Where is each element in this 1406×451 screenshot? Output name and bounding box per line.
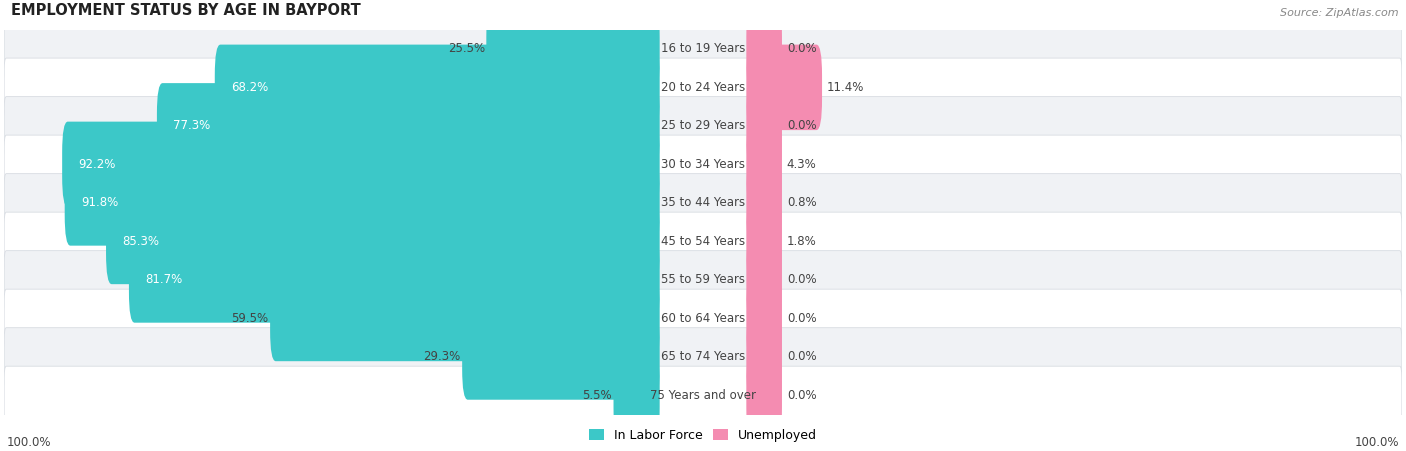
Text: 0.0%: 0.0% [787,389,817,402]
Text: 0.0%: 0.0% [787,42,817,55]
FancyBboxPatch shape [4,19,1402,78]
FancyBboxPatch shape [4,212,1402,271]
FancyBboxPatch shape [129,237,659,322]
FancyBboxPatch shape [463,314,659,400]
Text: 25 to 29 Years: 25 to 29 Years [661,120,745,133]
Text: 59.5%: 59.5% [232,312,269,325]
FancyBboxPatch shape [613,353,659,438]
Text: 92.2%: 92.2% [79,158,115,171]
FancyBboxPatch shape [4,58,1402,117]
Text: 100.0%: 100.0% [7,436,52,449]
FancyBboxPatch shape [747,45,823,130]
FancyBboxPatch shape [65,160,659,246]
FancyBboxPatch shape [4,366,1402,425]
Text: 100.0%: 100.0% [1354,436,1399,449]
FancyBboxPatch shape [4,174,1402,232]
FancyBboxPatch shape [747,237,782,322]
Text: 68.2%: 68.2% [231,81,269,94]
FancyBboxPatch shape [747,276,782,361]
FancyBboxPatch shape [270,276,659,361]
Text: 11.4%: 11.4% [827,81,865,94]
FancyBboxPatch shape [4,289,1402,348]
Text: Source: ZipAtlas.com: Source: ZipAtlas.com [1281,8,1399,18]
FancyBboxPatch shape [157,83,659,169]
Text: 0.0%: 0.0% [787,273,817,286]
FancyBboxPatch shape [4,251,1402,309]
FancyBboxPatch shape [486,6,659,92]
Text: 75 Years and over: 75 Years and over [650,389,756,402]
Text: 1.8%: 1.8% [787,235,817,248]
FancyBboxPatch shape [105,198,659,284]
FancyBboxPatch shape [747,83,782,169]
Text: 45 to 54 Years: 45 to 54 Years [661,235,745,248]
Text: 20 to 24 Years: 20 to 24 Years [661,81,745,94]
Text: 81.7%: 81.7% [145,273,183,286]
FancyBboxPatch shape [4,135,1402,193]
Text: 85.3%: 85.3% [122,235,159,248]
FancyBboxPatch shape [215,45,659,130]
FancyBboxPatch shape [4,328,1402,386]
Text: 0.0%: 0.0% [787,120,817,133]
Legend: In Labor Force, Unemployed: In Labor Force, Unemployed [583,424,823,447]
FancyBboxPatch shape [62,122,659,207]
FancyBboxPatch shape [747,314,782,400]
Text: 30 to 34 Years: 30 to 34 Years [661,158,745,171]
Text: 25.5%: 25.5% [447,42,485,55]
Text: 35 to 44 Years: 35 to 44 Years [661,196,745,209]
Text: 16 to 19 Years: 16 to 19 Years [661,42,745,55]
Text: 4.3%: 4.3% [787,158,817,171]
Text: 0.8%: 0.8% [787,196,817,209]
Text: 0.0%: 0.0% [787,350,817,364]
Text: 91.8%: 91.8% [80,196,118,209]
Text: EMPLOYMENT STATUS BY AGE IN BAYPORT: EMPLOYMENT STATUS BY AGE IN BAYPORT [11,3,361,18]
Text: 29.3%: 29.3% [423,350,461,364]
FancyBboxPatch shape [747,198,782,284]
FancyBboxPatch shape [747,160,782,246]
Text: 0.0%: 0.0% [787,312,817,325]
FancyBboxPatch shape [747,6,782,92]
FancyBboxPatch shape [4,97,1402,155]
Text: 77.3%: 77.3% [173,120,211,133]
Text: 60 to 64 Years: 60 to 64 Years [661,312,745,325]
Text: 65 to 74 Years: 65 to 74 Years [661,350,745,364]
FancyBboxPatch shape [747,122,782,207]
Text: 55 to 59 Years: 55 to 59 Years [661,273,745,286]
FancyBboxPatch shape [747,353,782,438]
Text: 5.5%: 5.5% [582,389,612,402]
